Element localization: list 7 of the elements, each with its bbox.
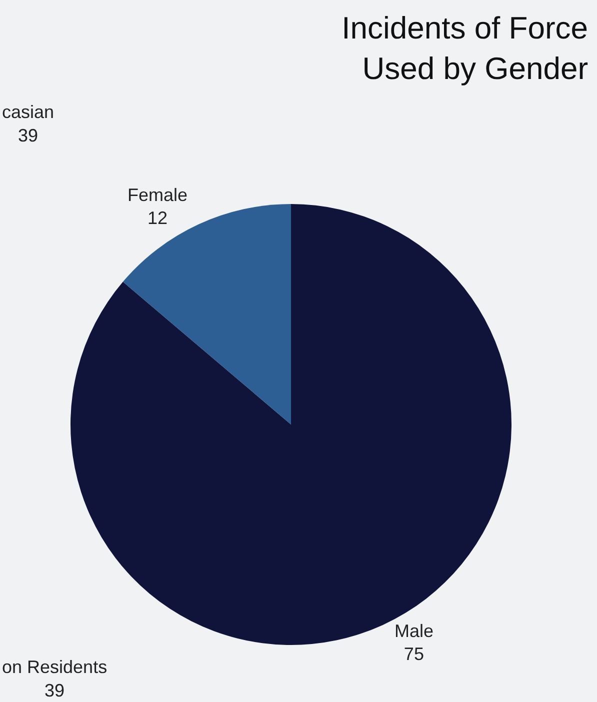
slice-label: Female	[128, 184, 188, 205]
slice-label: Male	[394, 620, 434, 641]
text: on Residents 39	[2, 657, 108, 700]
data-label: 75	[404, 644, 424, 664]
text: casian 39	[2, 102, 54, 146]
chart-title: Incidents of Force Used by Gender	[342, 10, 588, 86]
data-label: 12	[148, 208, 168, 228]
